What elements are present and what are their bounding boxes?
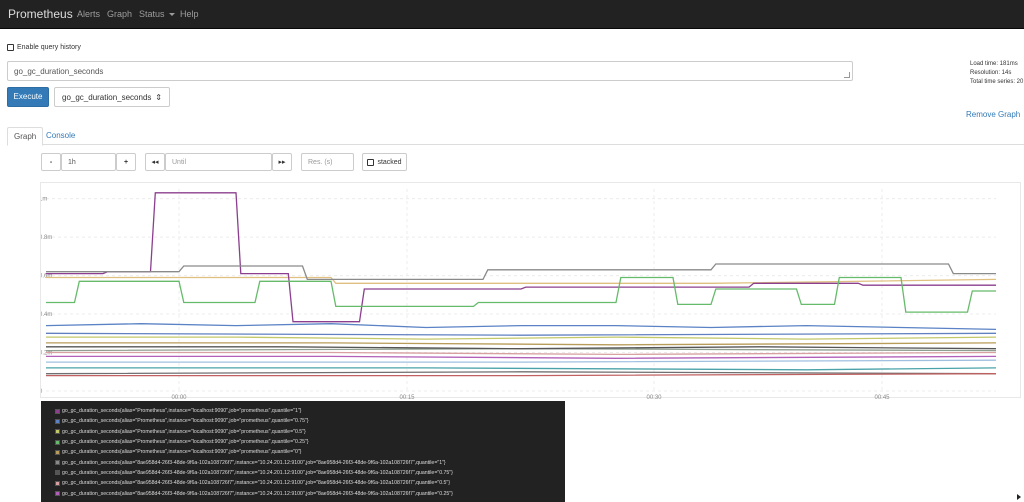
y-tick-label: 0.4m [41,312,52,318]
legend-label: go_gc_duration_seconds{alias="Prometheus… [62,449,302,456]
legend-label: go_gc_duration_seconds{alias="Prometheus… [62,408,302,415]
range-increase-button[interactable]: + [116,153,136,171]
legend-label: go_gc_duration_seconds{alias="Prometheus… [62,439,309,446]
chevron-down-icon [168,13,175,17]
series-line [46,373,997,377]
x-tick-label: 00:45 [874,395,890,399]
execute-button[interactable]: Execute [7,87,49,107]
resize-handle-icon[interactable] [844,72,850,78]
query-history-checkbox[interactable] [7,44,14,51]
stacked-label: stacked [377,158,402,166]
resolution-input[interactable]: Res. (s) [301,153,354,171]
nav-status[interactable]: Status [139,9,175,19]
legend-entry[interactable]: go_gc_duration_seconds{alias="Prometheus… [41,406,565,416]
legend-entry[interactable]: go_gc_duration_seconds{alias="8ae958d4-2… [41,457,565,467]
stacked-toggle[interactable]: stacked [362,153,407,171]
legend-entry[interactable]: go_gc_duration_seconds{alias="8ae958d4-2… [41,478,565,488]
expression-input[interactable]: go_gc_duration_seconds [7,61,853,81]
query-stats: Load time: 181ms Resolution: 14s Total t… [970,60,1023,87]
tab-console[interactable]: Console [46,131,76,140]
y-tick-label: 0.8m [41,235,52,241]
expression-value: go_gc_duration_seconds [14,67,104,76]
remove-graph-link[interactable]: Remove Graph [966,110,1021,119]
time-back-button[interactable]: ◂◂ [145,153,165,171]
legend-label: go_gc_duration_seconds{alias="8ae958d4-2… [62,459,446,466]
series-line [46,276,997,284]
series-line [46,342,997,346]
graph-chart: 1m 0.8m 0.6m 0.4m 0.2m 0 00:00 00:15 00:30 00:45 [41,189,997,399]
cursor-arrow-icon [1017,494,1021,500]
legend-swatch [55,460,60,466]
series-line [45,371,997,375]
legend-swatch [55,480,60,486]
legend-entry[interactable]: go_gc_duration_seconds{alias="8ae958d4-2… [41,468,565,478]
y-tick-label: 0.2m [41,351,52,357]
legend-entry[interactable]: go_gc_duration_seconds{alias="Prometheus… [41,447,565,457]
series-line [46,336,997,340]
metric-select[interactable]: go_gc_duration_seconds ⇕ [54,87,170,107]
legend-entry[interactable]: go_gc_duration_seconds{alias="8ae958d4-2… [41,488,565,498]
query-history-toggle[interactable]: Enable query history [7,44,81,51]
x-tick-label: 00:00 [171,395,187,399]
series-line [45,323,997,331]
legend-entry[interactable]: go_gc_duration_seconds{alias="Prometheus… [41,437,565,447]
series-line [46,355,997,359]
range-input[interactable]: 1h [61,153,116,171]
nav-graph[interactable]: Graph [107,9,133,19]
graph-legend: go_gc_duration_seconds{alias="Prometheus… [41,401,565,502]
query-history-label: Enable query history [17,44,81,51]
series-line [45,332,997,336]
resolution: Resolution: 14s [970,70,1012,76]
y-tick-label: 1m [41,197,47,203]
legend-label: go_gc_duration_seconds{alias="8ae958d4-2… [62,480,450,487]
series-line [46,346,997,350]
legend-label: go_gc_duration_seconds{alias="8ae958d4-2… [62,469,453,476]
metric-select-value: go_gc_duration_seconds [62,93,152,102]
y-tick-label: 0.6m [41,274,52,280]
legend-swatch [55,408,60,414]
legend-label: go_gc_duration_seconds{alias="8ae958d4-2… [62,490,453,497]
up-down-caret-icon: ⇕ [155,93,162,102]
brand-link[interactable]: Prometheus [8,7,73,21]
tab-graph[interactable]: Graph [7,127,44,146]
navbar: Prometheus Alerts Graph Status Help [0,0,1024,29]
nav-help[interactable]: Help [180,9,199,19]
range-decrease-button[interactable]: - [41,153,61,171]
until-input[interactable]: Until [165,153,272,171]
y-tick-label: 0 [41,389,43,395]
series-line [46,359,997,363]
legend-entry[interactable]: go_gc_duration_seconds{alias="Prometheus… [41,416,565,426]
nav-alerts[interactable]: Alerts [77,9,101,19]
legend-swatch [55,491,60,497]
load-time: Load time: 181ms [970,61,1018,67]
stacked-checkbox[interactable] [367,158,375,166]
x-tick-label: 00:15 [399,395,415,399]
total-series: Total time series: 20 [970,79,1024,85]
legend-swatch [55,429,60,435]
graph-area[interactable]: 1m 0.8m 0.6m 0.4m 0.2m 0 00:00 00:15 00:30 00:45 [40,182,1021,399]
series-line [46,263,996,281]
legend-entry[interactable]: go_gc_duration_seconds{alias="Prometheus… [41,427,565,437]
series-line [46,351,997,356]
legend-label: go_gc_duration_seconds{alias="Prometheus… [62,428,306,435]
series-line [46,276,996,313]
legend-swatch [55,470,60,476]
legend-swatch [55,439,60,445]
nav-status-label: Status [139,9,165,19]
x-tick-label: 00:30 [646,395,662,399]
tab-bar: Graph Console [7,127,1024,146]
legend-label: go_gc_duration_seconds{alias="Prometheus… [62,418,309,425]
legend-swatch [55,449,60,455]
time-forward-button[interactable]: ▸▸ [272,153,292,171]
legend-swatch [55,418,60,424]
series-line [46,367,997,371]
